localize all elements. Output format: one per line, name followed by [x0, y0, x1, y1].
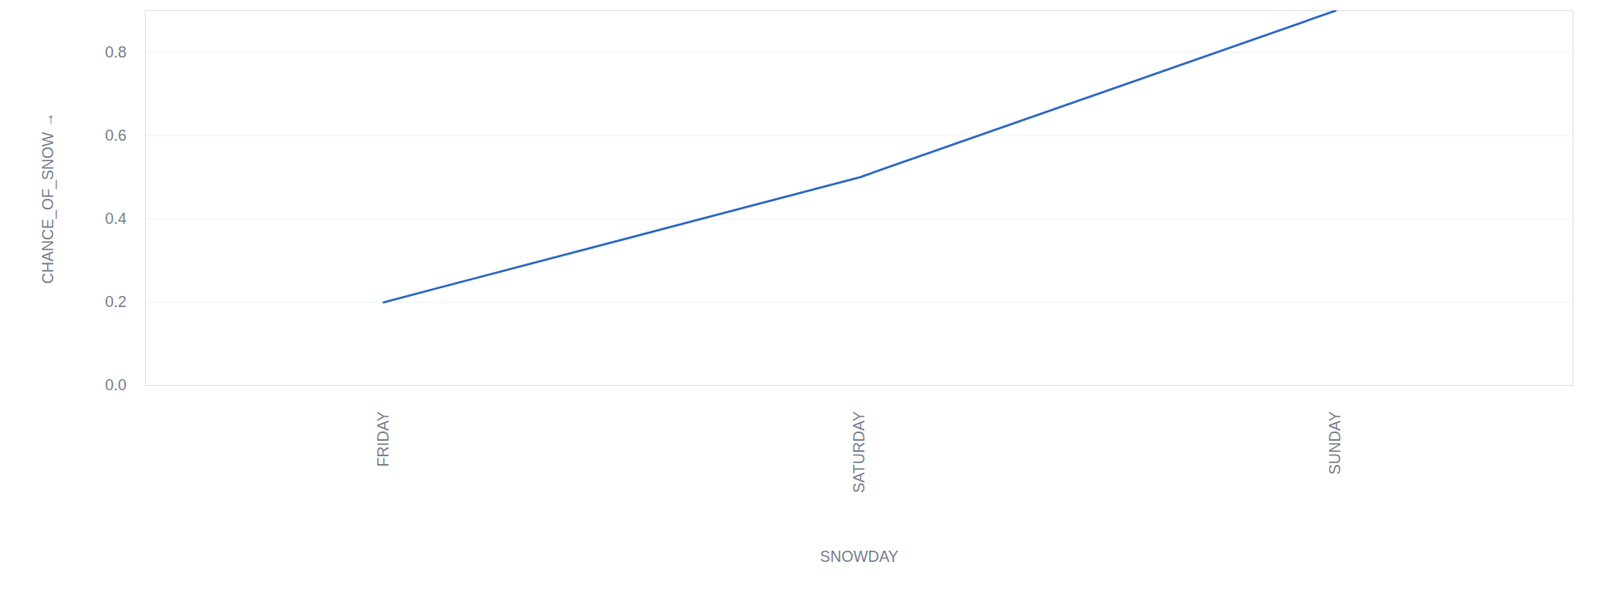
- svg-text:0.0: 0.0: [104, 376, 127, 394]
- svg-text:0.6: 0.6: [104, 126, 127, 145]
- svg-text:FRIDAY: FRIDAY: [374, 411, 392, 468]
- svg-text:0.4: 0.4: [104, 210, 127, 228]
- svg-text:SNOWDAY: SNOWDAY: [819, 547, 899, 566]
- svg-text:SUNDAY: SUNDAY: [1326, 411, 1344, 476]
- svg-text:SATURDAY: SATURDAY: [850, 411, 868, 494]
- svg-text:CHANCE_OF_SNOW →: CHANCE_OF_SNOW →: [39, 112, 58, 284]
- svg-text:0.8: 0.8: [104, 43, 127, 61]
- svg-text:0.2: 0.2: [104, 293, 127, 311]
